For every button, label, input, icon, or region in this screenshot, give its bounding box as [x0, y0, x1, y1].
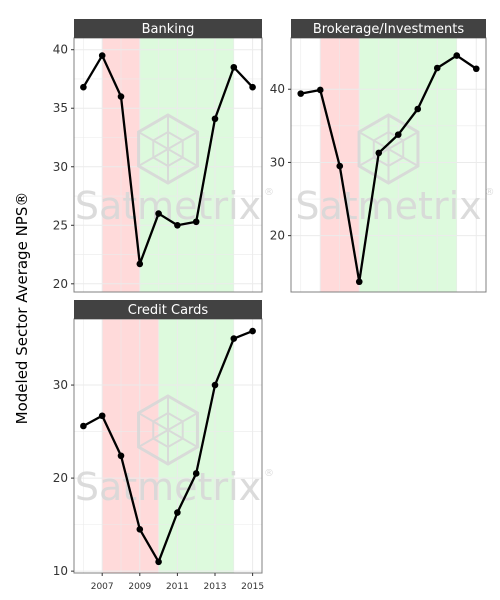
y-tick-label: 30	[53, 378, 68, 392]
x-tick-label: 2011	[166, 582, 189, 592]
data-point	[136, 260, 144, 268]
facet-strip	[74, 19, 262, 38]
data-point	[80, 422, 87, 430]
data-point	[355, 278, 363, 286]
data-point	[192, 218, 200, 226]
watermark-text: Satmetrix	[295, 184, 481, 228]
watermark-logo-line	[358, 131, 419, 167]
series-line	[300, 54, 477, 283]
y-tick-label: 25	[53, 218, 68, 232]
data-point	[117, 93, 125, 100]
data-point	[472, 65, 480, 73]
facet-strip-title: Credit Cards	[128, 303, 209, 318]
panel-banking: Satmetrix ® Banking 20 25 30 35 40	[53, 19, 274, 293]
data-point	[211, 115, 219, 123]
panel-brokerage-investments: Satmetrix ® Brokerage/Investments 20 30 40	[270, 19, 495, 293]
y-tick-label: 40	[53, 43, 68, 57]
data-point	[433, 64, 441, 72]
watermark-registered-mark: ®	[485, 187, 495, 198]
recession-shade	[102, 319, 159, 573]
data-point	[336, 162, 344, 170]
recovery-shade	[139, 38, 234, 292]
y-tick-label: 30	[53, 160, 68, 174]
y-tick-label: 35	[53, 101, 68, 115]
data-point	[174, 221, 181, 229]
watermark-logo-line	[138, 131, 198, 167]
data-point	[414, 105, 422, 113]
data-point	[297, 90, 305, 97]
watermark-logo-inner	[152, 411, 184, 449]
data-point	[230, 335, 238, 342]
y-axis-label: Modeled Sector Average NPS®	[13, 192, 31, 425]
data-point	[155, 558, 162, 566]
series-line	[82, 330, 254, 563]
watermark-registered-mark: ®	[264, 187, 274, 198]
watermark: Satmetrix ®	[295, 113, 495, 228]
facet-strip-title: Banking	[142, 22, 195, 37]
x-tick-label: 2013	[204, 582, 227, 592]
data-point	[453, 52, 461, 59]
data-point	[230, 63, 238, 71]
data-point	[80, 83, 87, 91]
data-point	[249, 83, 256, 91]
x-tick-label: 2009	[128, 582, 151, 592]
data-point	[375, 149, 383, 157]
facet-strip	[74, 300, 262, 319]
data-point	[316, 86, 324, 94]
watermark-registered-mark: ®	[264, 468, 274, 479]
watermark-logo-inner	[372, 130, 405, 168]
data-point	[394, 131, 402, 138]
recovery-shade	[359, 38, 457, 292]
data-point	[192, 470, 200, 477]
watermark-logo-line	[138, 412, 198, 448]
y-tick-label: 20	[53, 277, 68, 291]
y-tick-label: 40	[270, 82, 285, 96]
data-point	[249, 327, 256, 335]
x-tick-label: 2007	[91, 582, 114, 592]
data-point	[98, 52, 106, 59]
watermark: Satmetrix ®	[75, 394, 274, 509]
y-tick-label: 20	[53, 471, 68, 485]
y-tick-label: 10	[53, 564, 68, 578]
watermark-text: Satmetrix	[75, 465, 261, 509]
facet-strip-title: Brokerage/Investments	[313, 22, 465, 37]
data-point	[211, 381, 219, 389]
series-line	[82, 54, 254, 266]
data-point	[136, 525, 144, 533]
watermark-text: Satmetrix	[75, 184, 261, 228]
x-tick-label: 2015	[241, 582, 264, 592]
panel-credit-cards: Satmetrix ® Credit Cards 10 20 30 2007 2009 2011…	[53, 300, 274, 592]
data-point	[174, 509, 181, 516]
y-tick-label: 30	[270, 155, 285, 169]
y-tick-label: 20	[270, 229, 285, 243]
watermark-logo-inner	[152, 130, 184, 168]
facet-strip	[291, 19, 486, 38]
watermark: Satmetrix ®	[75, 113, 274, 228]
data-point	[117, 452, 125, 460]
data-point	[98, 412, 106, 420]
data-point	[155, 210, 162, 217]
